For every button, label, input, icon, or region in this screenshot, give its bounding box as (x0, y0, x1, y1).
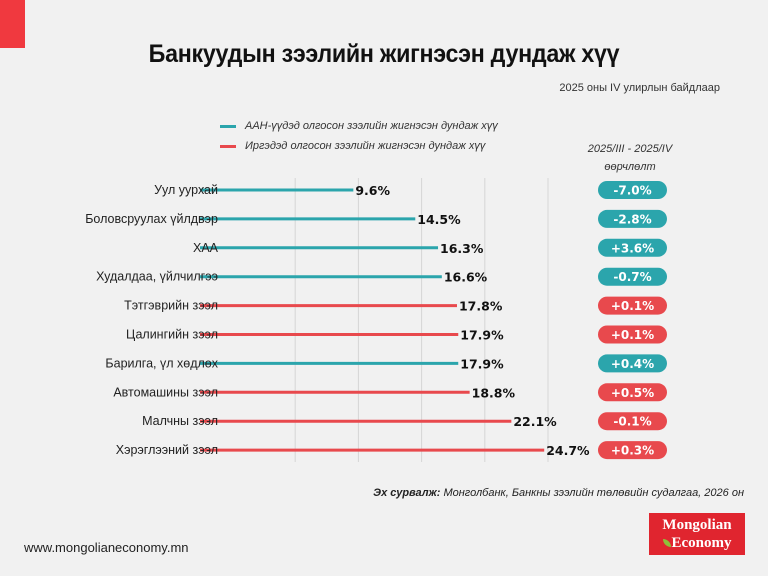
category-label: ХАА (193, 241, 219, 255)
change-badge (598, 238, 667, 257)
change-label: -0.1% (613, 415, 651, 429)
legend-label: Иргэдэд олгосон зээлийн жигнэсэн дундаж … (245, 140, 486, 152)
value-label: 16.3% (440, 241, 484, 256)
mongolian-economy-logo: Mongolian Economy (649, 513, 745, 555)
change-column-header: 2025/III - 2025/IV өөрчлөлт (575, 140, 685, 176)
source-note: Эх сурвалж: Монголбанк, Банкны зээлийн т… (373, 487, 744, 499)
change-header-period: 2025/III - 2025/IV (587, 143, 673, 155)
legend-swatch-individual (220, 144, 236, 148)
value-label: 17.9% (460, 328, 504, 343)
change-badge (598, 296, 667, 315)
legend-item-business: ААН-үүдэд олгосон зээлийн жигнэсэн дунда… (220, 120, 498, 132)
category-label: Малчны зээл (142, 414, 218, 428)
category-label: Тэтгэврийн зээл (124, 299, 218, 313)
value-label: 14.5% (417, 212, 461, 227)
category-label: Цалингийн зээл (126, 328, 218, 342)
change-label: +0.5% (611, 386, 654, 400)
change-label: +0.1% (611, 328, 654, 342)
category-label: Автомашины зээл (113, 385, 218, 399)
change-label: +0.3% (611, 444, 654, 458)
accent-block (0, 0, 25, 48)
chart-subtitle: 2025 оны IV улирлын байдлаар (559, 82, 720, 94)
change-label: -0.7% (613, 270, 651, 284)
leaf-icon (662, 539, 671, 547)
change-label: +3.6% (611, 241, 654, 255)
change-badge (598, 325, 667, 344)
change-badge (598, 209, 667, 228)
chart-title: Банкуудын зээлийн жигнэсэн дундаж хүү (148, 40, 620, 68)
legend-item-individual: Иргэдэд олгосон зээлийн жигнэсэн дундаж … (220, 140, 485, 152)
source-label: Эх сурвалж: (373, 487, 441, 499)
category-label: Худалдаа, үйлчилгээ (96, 270, 218, 284)
change-label: -2.8% (613, 212, 651, 226)
value-label: 17.8% (459, 299, 503, 314)
change-badge (598, 383, 667, 402)
change-badge (598, 354, 667, 373)
logo-line-1: Mongolian (662, 517, 732, 533)
change-label: +0.1% (611, 299, 654, 313)
change-label: -7.0% (613, 184, 651, 198)
value-label: 9.6% (355, 183, 390, 198)
value-label: 16.6% (444, 270, 488, 285)
value-label: 18.8% (472, 385, 516, 400)
category-label: Уул уурхай (154, 183, 218, 197)
value-label: 17.9% (460, 356, 504, 371)
change-badge (598, 412, 667, 431)
source-text: Монголбанк, Банкны зээлийн төлөвийн суда… (440, 487, 744, 499)
category-label: Барилга, үл хөдлөх (105, 356, 218, 370)
logo-line-2: Economy (671, 535, 732, 551)
change-badge (598, 441, 667, 460)
change-label: +0.4% (611, 357, 654, 371)
legend-swatch-business (220, 124, 236, 128)
change-badge (598, 181, 667, 199)
website-link[interactable]: www.mongolianeconomy.mn (24, 540, 189, 555)
value-label: 24.7% (546, 443, 590, 458)
legend-label: ААН-үүдэд олгосон зээлийн жигнэсэн дунда… (245, 120, 498, 132)
change-badge (598, 267, 667, 286)
category-label: Боловсруулах үйлдвэр (85, 212, 218, 226)
category-label: Хэрэглээний зээл (116, 443, 218, 457)
change-header-label: өөрчлөлт (604, 161, 656, 173)
value-label: 22.1% (513, 414, 557, 429)
